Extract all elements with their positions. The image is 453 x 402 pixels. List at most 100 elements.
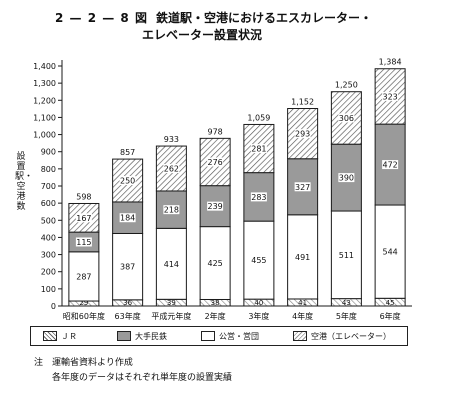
note-source: 注 運輸省資料より作成 (34, 358, 133, 368)
data-label-bg-private-4 (250, 192, 267, 202)
data-label-bg-private-2 (163, 205, 180, 215)
total-label-2: 933 (164, 135, 179, 144)
y-tick-label-10: 1,000 (33, 131, 56, 140)
data-label-private-4: 283 (251, 193, 266, 202)
legend-swatch-jr (43, 331, 57, 341)
data-label-public-1: 387 (120, 263, 135, 272)
data-label-bg-private-3 (207, 201, 224, 211)
data-label-bg-private-0 (75, 237, 92, 247)
data-label-public-3: 425 (207, 259, 222, 268)
legend-swatch-public (201, 331, 215, 341)
data-label-jr-0: 167 (76, 214, 91, 223)
bar-private-2 (155, 190, 187, 229)
y-tick-label-3: 300 (41, 251, 56, 260)
data-label-bg-jr-5 (294, 129, 311, 139)
total-label-5: 1,152 (291, 98, 314, 107)
data-label-bg-private-7 (382, 160, 399, 170)
data-label-private-3: 239 (207, 202, 222, 211)
x-tick-label-4: 3年度 (248, 311, 269, 321)
notes: 注 運輸省資料より作成 各年度のデータはそれぞれ単年度の設置実績 (34, 356, 232, 386)
legend-item-airport: 空港（エレベーター） (293, 331, 391, 342)
legend-swatch-airport (293, 331, 307, 341)
total-label-7: 1,384 (379, 58, 402, 67)
data-label-private-1: 184 (120, 214, 135, 223)
data-label-public-0: 287 (76, 272, 91, 281)
y-tick-label-8: 800 (41, 165, 56, 174)
data-label-bg-jr-4 (250, 144, 267, 154)
data-label-airport-2: 39 (167, 299, 176, 307)
y-tick-label-13: 1,300 (33, 79, 56, 88)
data-label-private-6: 390 (339, 174, 354, 183)
y-tick-label-2: 200 (41, 268, 56, 277)
data-label-public-4: 455 (251, 256, 266, 265)
legend-item-public: 公営・営団 (201, 331, 259, 342)
y-tick-label-7: 700 (41, 182, 56, 191)
bar-public-1 (112, 232, 144, 301)
legend-swatch-private (117, 331, 131, 341)
data-label-jr-5: 293 (295, 130, 310, 139)
x-tick-label-1: 63年度 (115, 311, 141, 321)
legend-label-private: 大手民鉄 (135, 331, 167, 341)
bar-public-3 (199, 226, 231, 300)
bar-private-7 (374, 123, 406, 206)
data-label-bg-jr-3 (207, 157, 224, 167)
data-label-airport-6: 43 (342, 299, 351, 307)
legend-label-public: 公営・営団 (219, 331, 259, 341)
data-label-jr-6: 306 (339, 114, 354, 123)
legend-item-jr: ＪＲ (43, 331, 77, 342)
data-label-bg-jr-1 (119, 176, 136, 186)
x-tick-label-0: 昭和60年度 (63, 311, 105, 321)
data-label-public-7: 544 (382, 248, 397, 257)
data-label-bg-jr-2 (163, 164, 180, 174)
legend-label-airport: 空港（エレベーター） (311, 331, 391, 341)
y-tick-label-1: 100 (41, 285, 56, 294)
data-label-private-0: 115 (76, 238, 91, 247)
data-label-public-2: 414 (164, 260, 179, 269)
y-axis-label: 設置駅・空港数 (15, 152, 34, 212)
data-label-airport-4: 40 (254, 299, 263, 307)
data-label-airport-0: 29 (79, 299, 88, 307)
total-label-4: 1,059 (247, 113, 270, 122)
y-tick-label-14: 1,400 (33, 62, 56, 71)
data-label-jr-2: 262 (164, 165, 179, 174)
total-label-0: 598 (76, 192, 91, 201)
data-label-private-2: 218 (164, 206, 179, 215)
data-label-bg-private-5 (294, 182, 311, 192)
data-label-airport-3: 38 (211, 299, 220, 307)
data-label-airport-1: 36 (123, 299, 132, 307)
bar-public-5 (287, 214, 319, 300)
figure-title: 2 — 2 — 8 図鉄道駅・空港におけるエスカレーター・ エレベーター設置状況 (55, 10, 372, 44)
data-label-bg-jr-6 (338, 113, 355, 123)
x-tick-label-5: 4年度 (292, 311, 313, 321)
title-line-1: 鉄道駅・空港におけるエスカレーター・ (155, 11, 372, 25)
legend-item-private: 大手民鉄 (117, 331, 167, 342)
data-label-private-5: 327 (295, 183, 310, 192)
bar-public-6 (330, 210, 362, 300)
total-label-3: 978 (207, 127, 222, 136)
data-label-public-5: 491 (295, 253, 310, 262)
data-label-bg-jr-7 (382, 91, 399, 101)
x-tick-label-6: 5年度 (336, 311, 357, 321)
y-tick-label-6: 600 (41, 199, 56, 208)
title-line-2: エレベーター設置状況 (142, 28, 263, 42)
data-label-bg-private-1 (119, 213, 136, 223)
data-label-jr-4: 281 (251, 145, 266, 154)
data-label-bg-private-6 (338, 173, 355, 183)
data-label-jr-1: 250 (120, 177, 135, 186)
y-tick-label-4: 400 (41, 233, 56, 242)
data-label-public-6: 511 (339, 251, 354, 260)
data-label-jr-3: 276 (207, 158, 222, 167)
figure-number: 2 — 2 — 8 図 (55, 11, 148, 25)
data-label-airport-7: 45 (386, 299, 395, 307)
data-label-airport-5: 41 (298, 299, 307, 307)
legend: ＪＲ 大手民鉄 公営・営団 空港（エレベーター） (30, 326, 408, 346)
y-tick-label-0: 0 (51, 302, 56, 311)
x-tick-label-3: 2年度 (205, 311, 226, 321)
note-detail: 各年度のデータはそれぞれ単年度の設置実績 (52, 373, 233, 383)
bar-public-7 (374, 204, 406, 299)
total-label-6: 1,250 (335, 81, 358, 90)
x-tick-label-7: 6年度 (380, 311, 401, 321)
data-label-jr-7: 323 (382, 92, 397, 101)
y-tick-label-5: 500 (41, 216, 56, 225)
